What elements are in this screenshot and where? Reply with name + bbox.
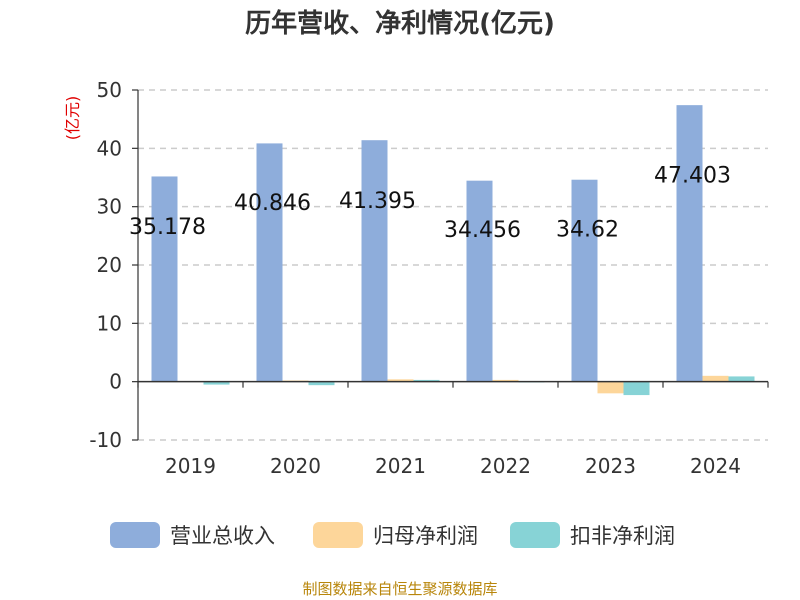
bar-2-2021 — [387, 379, 414, 382]
x-tick-label: 2019 — [165, 454, 216, 478]
y-tick-label: 50 — [97, 78, 122, 102]
legend-label: 营业总收入 — [170, 524, 275, 548]
x-tick-label: 2024 — [690, 454, 741, 478]
bars-group — [151, 105, 755, 396]
chart-title: 历年营收、净利情况(亿元) — [245, 8, 555, 39]
x-tick-label: 2023 — [585, 454, 636, 478]
data-label: 35.178 — [129, 215, 206, 240]
bar-1-2021 — [361, 140, 388, 382]
bar-1-2022 — [466, 180, 493, 382]
legend-swatch — [110, 522, 160, 548]
y-tick-label: 10 — [97, 311, 122, 335]
bar-1-2023 — [571, 179, 598, 382]
legend[interactable]: 营业总收入 归母净利润 扣非净利润 — [110, 522, 675, 548]
x-tick-label: 2020 — [270, 454, 321, 478]
y-tick-label: 40 — [97, 136, 122, 160]
legend-swatch — [313, 522, 363, 548]
y-tick-label: 30 — [97, 195, 122, 219]
bar-2-2023 — [597, 381, 624, 394]
y-axis-ticks: -10 0 10 20 30 40 50 — [89, 78, 139, 452]
bar-3-2023 — [623, 381, 650, 396]
data-labels: 35.178 40.846 41.395 34.456 34.62 47.403 — [129, 164, 731, 243]
legend-item-1[interactable]: 营业总收入 — [110, 522, 275, 548]
bar-3-2021 — [413, 379, 440, 382]
grid-lines — [138, 89, 768, 441]
y-tick-label: 20 — [97, 253, 122, 277]
legend-item-2[interactable]: 归母净利润 — [313, 522, 478, 548]
bar-3-2024 — [728, 376, 755, 382]
legend-swatch — [510, 522, 560, 548]
bar-3-2019 — [203, 381, 230, 385]
bar-1-2020 — [256, 143, 283, 382]
x-tick-label: 2021 — [375, 454, 426, 478]
bar-1-2024 — [676, 105, 703, 382]
bar-2-2024 — [702, 375, 729, 382]
data-label: 41.395 — [339, 189, 416, 214]
source-note: 制图数据来自恒生聚源数据库 — [302, 580, 497, 598]
y-tick-label: 0 — [109, 370, 122, 394]
bar-2-2022 — [492, 379, 519, 382]
y-axis-label: (亿元) — [63, 96, 82, 141]
x-axis: 2019 2020 2021 2022 2023 2024 — [137, 380, 769, 478]
legend-label: 扣非净利润 — [570, 524, 675, 548]
y-tick-label: -10 — [89, 428, 122, 452]
data-label: 34.62 — [556, 217, 619, 242]
legend-label: 归母净利润 — [373, 524, 478, 548]
data-label: 40.846 — [234, 191, 311, 216]
x-tick-label: 2022 — [480, 454, 531, 478]
bar-1-2019 — [151, 176, 178, 382]
data-label: 34.456 — [444, 218, 521, 243]
bar-3-2020 — [308, 381, 335, 386]
data-label: 47.403 — [654, 164, 731, 189]
legend-item-3[interactable]: 扣非净利润 — [510, 522, 675, 548]
